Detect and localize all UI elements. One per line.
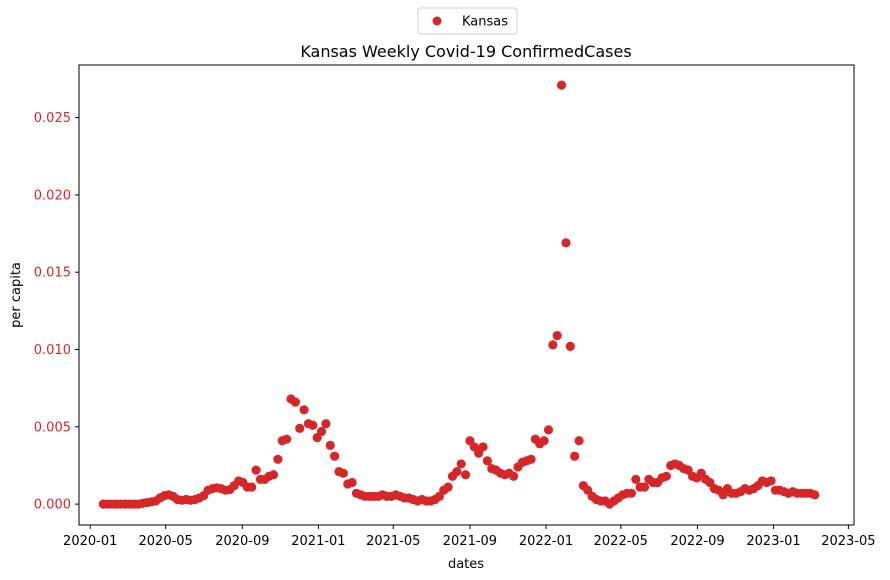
x-tick-label: 2022-05	[594, 534, 648, 549]
x-tick-label: 2023-01	[746, 534, 800, 549]
y-tick-label: 0.020	[34, 188, 71, 203]
y-axis-label: per capita	[9, 262, 24, 328]
data-point	[565, 341, 575, 352]
data-point	[251, 465, 261, 475]
data-point	[460, 470, 471, 480]
legend-label: Kansas	[462, 15, 508, 30]
data-point	[316, 426, 327, 437]
data-point	[308, 420, 318, 430]
y-tick-label: 0.010	[34, 343, 71, 358]
data-point	[247, 482, 257, 492]
data-point	[338, 468, 348, 478]
chart-title: Kansas Weekly Covid-19 ConfirmedCases	[300, 42, 631, 61]
data-point	[330, 451, 340, 461]
x-tick-label: 2022-01	[519, 534, 573, 549]
y-axis-ticks: 0.000 0.005 0.010 0.015 0.020 0.025	[34, 111, 79, 513]
data-point	[626, 488, 637, 498]
data-point	[325, 440, 335, 450]
plot-frame	[78, 64, 855, 526]
data-point	[766, 476, 776, 486]
data-point	[639, 482, 650, 492]
data-point	[478, 442, 488, 452]
legend-marker	[432, 16, 442, 26]
data-point	[570, 451, 580, 461]
x-tick-label: 2021-05	[366, 534, 420, 549]
data-point	[456, 459, 466, 469]
x-tick-label: 2021-09	[443, 534, 497, 549]
data-point	[268, 470, 279, 480]
data-point	[482, 456, 492, 466]
data-point	[543, 425, 554, 435]
data-point	[556, 80, 567, 90]
y-tick-label: 0.025	[34, 111, 71, 126]
data-point	[282, 434, 292, 444]
data-point	[810, 490, 820, 500]
data-point	[508, 471, 519, 481]
data-point	[552, 330, 562, 341]
data-point	[526, 454, 536, 464]
legend-box	[417, 7, 518, 35]
x-tick-label: 2021-01	[291, 534, 345, 549]
data-point	[290, 397, 300, 407]
data-point	[443, 482, 453, 492]
data-point	[273, 454, 283, 464]
data-point	[661, 471, 671, 481]
data-point	[295, 423, 305, 433]
x-tick-label: 2020-01	[63, 534, 117, 549]
plot-area	[78, 64, 855, 526]
x-tick-label: 2022-09	[670, 534, 724, 549]
y-tick-label: 0.005	[34, 420, 71, 435]
x-axis-label: dates	[448, 557, 484, 572]
data-point	[574, 436, 584, 446]
y-tick-label: 0.015	[34, 266, 71, 281]
x-tick-label: 2020-05	[139, 534, 193, 549]
data-point	[539, 436, 549, 446]
data-point	[347, 477, 357, 488]
x-tick-label: 2023-05	[821, 534, 875, 549]
data-point	[452, 467, 462, 477]
data-points	[98, 80, 820, 509]
y-tick-label: 0.000	[34, 498, 71, 513]
data-point	[631, 474, 641, 484]
data-point	[321, 419, 331, 429]
data-point	[548, 340, 558, 350]
data-point	[561, 238, 571, 248]
x-tick-label: 2020-09	[215, 534, 269, 549]
data-point	[299, 405, 309, 415]
x-axis-ticks: 2020-01 2020-05 2020-09 2021-01 2021-05 2021-…	[63, 525, 876, 549]
legend: Kansas	[417, 7, 518, 35]
